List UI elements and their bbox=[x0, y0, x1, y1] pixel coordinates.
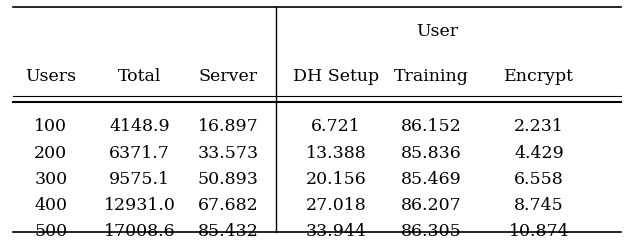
Text: 12931.0: 12931.0 bbox=[103, 197, 176, 214]
Text: DH Setup: DH Setup bbox=[293, 68, 379, 85]
Text: 8.745: 8.745 bbox=[514, 197, 564, 214]
Text: 86.152: 86.152 bbox=[401, 118, 462, 135]
Text: Encrypt: Encrypt bbox=[504, 68, 574, 85]
Text: 16.897: 16.897 bbox=[198, 118, 259, 135]
Text: 6.721: 6.721 bbox=[311, 118, 361, 135]
Text: 85.836: 85.836 bbox=[401, 144, 462, 161]
Text: 86.305: 86.305 bbox=[401, 223, 462, 240]
Text: 85.432: 85.432 bbox=[198, 223, 259, 240]
Text: 33.944: 33.944 bbox=[306, 223, 366, 240]
Text: 13.388: 13.388 bbox=[306, 144, 366, 161]
Text: 67.682: 67.682 bbox=[198, 197, 259, 214]
Text: Training: Training bbox=[394, 68, 469, 85]
Text: 6.558: 6.558 bbox=[514, 171, 564, 188]
Text: 4148.9: 4148.9 bbox=[109, 118, 170, 135]
Text: 4.429: 4.429 bbox=[514, 144, 564, 161]
Text: 2.231: 2.231 bbox=[514, 118, 564, 135]
Text: Server: Server bbox=[198, 68, 258, 85]
Text: 500: 500 bbox=[34, 223, 67, 240]
Text: 200: 200 bbox=[34, 144, 67, 161]
Text: 100: 100 bbox=[34, 118, 67, 135]
Text: User: User bbox=[417, 23, 458, 40]
Text: 85.469: 85.469 bbox=[401, 171, 462, 188]
Text: 300: 300 bbox=[34, 171, 67, 188]
Text: 17008.6: 17008.6 bbox=[104, 223, 175, 240]
Text: 27.018: 27.018 bbox=[306, 197, 366, 214]
Text: Users: Users bbox=[25, 68, 76, 85]
Text: 9575.1: 9575.1 bbox=[109, 171, 170, 188]
Text: 400: 400 bbox=[34, 197, 67, 214]
Text: 10.874: 10.874 bbox=[508, 223, 569, 240]
Text: 6371.7: 6371.7 bbox=[109, 144, 170, 161]
Text: 33.573: 33.573 bbox=[198, 144, 259, 161]
Text: 20.156: 20.156 bbox=[306, 171, 366, 188]
Text: 50.893: 50.893 bbox=[198, 171, 259, 188]
Text: Total: Total bbox=[118, 68, 161, 85]
Text: 86.207: 86.207 bbox=[401, 197, 462, 214]
